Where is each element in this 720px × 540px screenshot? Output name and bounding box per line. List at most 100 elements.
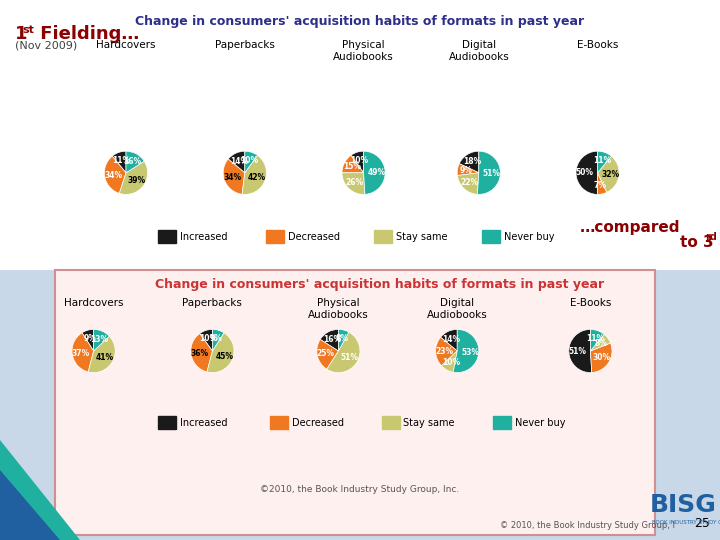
Text: 14%: 14%	[443, 335, 461, 344]
Text: Change in consumers' acquisition habits of formats in past year: Change in consumers' acquisition habits …	[135, 15, 585, 28]
Text: 9%: 9%	[84, 334, 96, 343]
Text: 51%: 51%	[569, 347, 587, 356]
Wedge shape	[441, 351, 457, 372]
Text: Paperbacks: Paperbacks	[215, 40, 275, 50]
Wedge shape	[242, 156, 266, 194]
Text: to 3: to 3	[680, 235, 714, 250]
Text: Increased: Increased	[180, 418, 228, 428]
Wedge shape	[104, 156, 126, 193]
Text: 15%: 15%	[343, 163, 361, 171]
Text: 9%: 9%	[459, 166, 472, 176]
Text: E-Books: E-Books	[570, 298, 611, 308]
Wedge shape	[364, 151, 385, 194]
Text: 14%: 14%	[230, 157, 248, 166]
Wedge shape	[598, 151, 611, 173]
Text: 30%: 30%	[593, 354, 611, 362]
Wedge shape	[342, 156, 364, 173]
Wedge shape	[126, 151, 144, 173]
Text: 26%: 26%	[346, 178, 364, 187]
Text: 11%: 11%	[586, 334, 604, 343]
Wedge shape	[207, 333, 234, 373]
Wedge shape	[477, 151, 500, 194]
Text: 39%: 39%	[127, 176, 145, 185]
Wedge shape	[598, 173, 607, 194]
Text: 34%: 34%	[224, 173, 242, 182]
Text: Physical
Audiobooks: Physical Audiobooks	[308, 298, 369, 320]
Text: 32%: 32%	[601, 170, 619, 179]
Text: Stay same: Stay same	[396, 232, 448, 241]
Text: 25%: 25%	[317, 349, 335, 359]
Wedge shape	[598, 156, 619, 192]
Wedge shape	[590, 334, 611, 351]
Text: Physical
Audiobooks: Physical Audiobooks	[333, 40, 394, 62]
Text: Paperbacks: Paperbacks	[182, 298, 243, 308]
Bar	[266, 230, 284, 243]
Text: Never buy: Never buy	[515, 418, 565, 428]
Bar	[493, 416, 511, 429]
FancyBboxPatch shape	[55, 270, 655, 535]
Text: Fielding…: Fielding…	[34, 25, 139, 43]
Text: 11%: 11%	[593, 156, 611, 165]
Text: 51%: 51%	[341, 353, 359, 362]
Wedge shape	[245, 151, 258, 173]
Text: 16%: 16%	[323, 335, 341, 344]
Text: 7%: 7%	[594, 181, 607, 190]
Text: 10%: 10%	[351, 156, 369, 165]
Text: 37%: 37%	[72, 348, 90, 357]
Text: (Nov 2009): (Nov 2009)	[15, 40, 77, 50]
Text: rd: rd	[705, 232, 717, 242]
Wedge shape	[436, 338, 457, 366]
Wedge shape	[89, 336, 115, 373]
Text: 51%: 51%	[482, 168, 500, 178]
Text: Digital
Audiobooks: Digital Audiobooks	[449, 40, 509, 62]
Text: 50%: 50%	[575, 168, 593, 177]
Bar	[482, 230, 500, 243]
Text: Increased: Increased	[180, 232, 228, 241]
Wedge shape	[191, 334, 212, 372]
Polygon shape	[0, 470, 60, 540]
Wedge shape	[120, 161, 148, 194]
Wedge shape	[327, 332, 360, 373]
Text: 9%: 9%	[210, 334, 222, 343]
Text: Decreased: Decreased	[288, 232, 340, 241]
Wedge shape	[199, 329, 212, 351]
Bar	[158, 416, 176, 429]
Text: Stay same: Stay same	[403, 418, 455, 428]
Wedge shape	[457, 164, 479, 176]
Text: 18%: 18%	[463, 157, 481, 166]
Text: Change in consumers' acquisition habits of formats in past year: Change in consumers' acquisition habits …	[156, 278, 605, 291]
Wedge shape	[457, 173, 479, 194]
Text: 34%: 34%	[104, 171, 122, 180]
Text: Never buy: Never buy	[504, 232, 554, 241]
Text: 13%: 13%	[90, 335, 108, 343]
Text: 25: 25	[694, 517, 710, 530]
Wedge shape	[338, 329, 348, 351]
Wedge shape	[569, 329, 592, 373]
Text: Decreased: Decreased	[292, 418, 343, 428]
Text: © 2010, the Book Industry Study Group, I: © 2010, the Book Industry Study Group, I	[500, 521, 675, 530]
Text: 49%: 49%	[367, 168, 386, 177]
Text: 42%: 42%	[248, 173, 266, 182]
Wedge shape	[112, 151, 126, 173]
Wedge shape	[590, 343, 612, 373]
Wedge shape	[317, 340, 338, 369]
Text: BOOK INDUSTRY STUDY GROUP: BOOK INDUSTRY STUDY GROUP	[652, 519, 720, 524]
Bar	[270, 416, 288, 429]
Text: 16%: 16%	[123, 157, 141, 166]
Text: 10%: 10%	[240, 156, 258, 165]
Wedge shape	[453, 329, 479, 373]
FancyBboxPatch shape	[0, 0, 720, 270]
Text: 1: 1	[15, 25, 27, 43]
Text: …compared: …compared	[580, 220, 680, 235]
Polygon shape	[0, 440, 80, 540]
Text: 53%: 53%	[461, 348, 479, 357]
Wedge shape	[223, 159, 245, 194]
Text: 45%: 45%	[215, 352, 233, 361]
Text: E-Books: E-Books	[577, 40, 618, 50]
Wedge shape	[342, 173, 365, 194]
Wedge shape	[82, 329, 94, 351]
Wedge shape	[576, 151, 598, 194]
Text: Hardcovers: Hardcovers	[96, 40, 156, 50]
Wedge shape	[212, 329, 224, 351]
Text: 11%: 11%	[112, 156, 130, 165]
